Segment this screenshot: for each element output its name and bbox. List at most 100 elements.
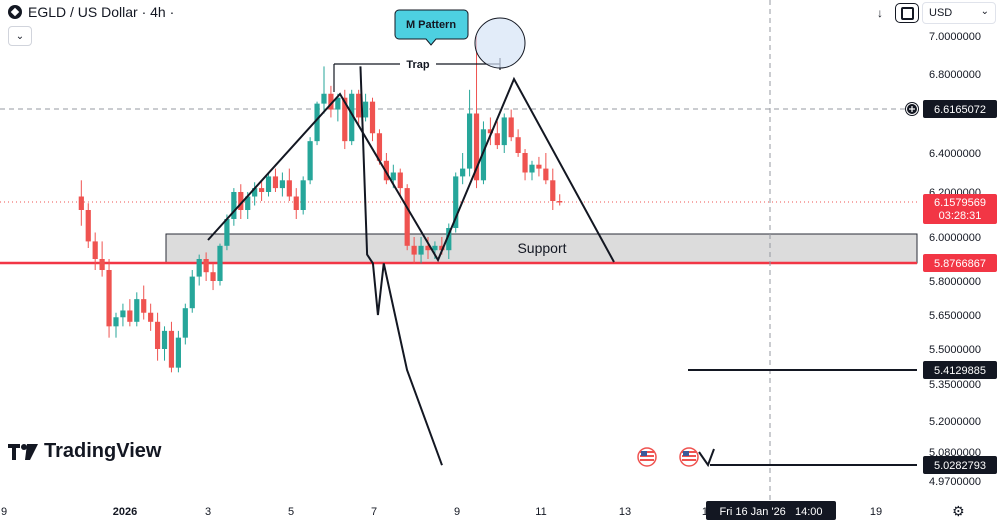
projection-arrowhead: [698, 448, 715, 468]
m-pattern-line: [207, 76, 615, 263]
time-tick-label: 9: [1, 506, 7, 518]
price-tick-label: 5.2000000: [929, 416, 981, 428]
candle-body: [224, 219, 230, 246]
candle-body: [557, 201, 563, 203]
us-flag-icon[interactable]: [637, 447, 657, 467]
candle-body: [342, 97, 348, 142]
time-tick-label: 19: [870, 506, 882, 518]
candle-body: [203, 259, 209, 273]
candle-body: [473, 113, 480, 181]
candle-body: [92, 241, 98, 259]
candle-body: [196, 259, 202, 277]
candle-body: [154, 321, 161, 349]
fullscreen-icon: [900, 6, 914, 20]
price-tick-label: 6.0000000: [929, 232, 981, 244]
target-price-badge-1: [923, 361, 997, 379]
candle-body: [446, 228, 452, 251]
candle-body: [349, 93, 355, 142]
tradingview-logo-icon: [8, 443, 38, 460]
price-tick-label: 4.9700000: [929, 476, 981, 488]
crosshair-time-badge: [706, 501, 836, 520]
price-tick-label: 5.6500000: [929, 310, 981, 322]
target-price-text-2: 5.0282793: [934, 460, 986, 472]
candle-body: [494, 133, 500, 146]
candle-body: [390, 172, 396, 181]
price-tick-label: 7.0000000: [929, 31, 981, 43]
candle-body: [175, 337, 181, 368]
us-flag-icon[interactable]: [679, 447, 699, 467]
candle-body: [536, 164, 542, 169]
target-price-badge-2: [923, 456, 997, 474]
current-price-badge: [923, 194, 997, 224]
tradingview-logo[interactable]: TradingView: [8, 440, 161, 463]
countdown-text: 03:28:31: [939, 210, 982, 222]
crosshair-price-text: 6.6165072: [934, 104, 986, 116]
candle-body: [231, 192, 237, 219]
candle-body: [439, 245, 445, 251]
candle-body: [238, 192, 244, 210]
support-label: Support: [517, 240, 566, 256]
candle-body: [272, 176, 279, 189]
support-price-badge: [923, 254, 997, 272]
candle-body: [487, 129, 493, 134]
candle-body: [425, 245, 431, 251]
candle-body: [522, 153, 528, 173]
symbol-title[interactable]: EGLD / US Dollar · 4h ·: [28, 4, 175, 20]
candle-body: [460, 168, 466, 177]
price-tick-label: 5.3500000: [929, 379, 981, 391]
candle-body: [265, 176, 272, 192]
time-tick-label: 2026: [113, 506, 137, 518]
candle-body: [168, 330, 175, 368]
price-tick-label: 5.8000000: [929, 276, 981, 288]
candle-body: [182, 308, 188, 338]
chart-header: EGLD / US Dollar · 4h ·: [8, 4, 174, 20]
candle-body: [314, 103, 320, 142]
candle-body: [141, 299, 147, 313]
candle-body: [134, 299, 140, 322]
chevron-down-icon: ⌄: [980, 6, 989, 17]
candle-body: [148, 312, 154, 322]
chevron-down-icon: ⌄: [15, 30, 25, 42]
price-tick-label: 5.5000000: [929, 344, 981, 356]
time-tick-label: 13: [619, 506, 631, 518]
candle-body: [286, 180, 292, 197]
candle-body: [466, 113, 473, 169]
candle-body: [321, 93, 327, 104]
wick-highlight-circle: [474, 17, 526, 69]
currency-label: USD: [929, 7, 953, 19]
candle-body: [356, 93, 362, 118]
candle-body: [543, 168, 549, 181]
currency-select[interactable]: USD ⌄: [922, 2, 996, 24]
trap-label: Trap: [406, 59, 430, 71]
candle-body: [300, 180, 306, 210]
crosshair-time-text: Fri 16 Jan '26 14:00: [720, 506, 823, 518]
candle-body: [369, 101, 376, 134]
crosshair-plus-icon[interactable]: [905, 102, 919, 116]
candle-body: [252, 188, 258, 197]
candle-body: [279, 180, 285, 189]
candle-body: [418, 245, 424, 255]
price-tick-label: 6.4000000: [929, 148, 981, 160]
candle-body: [127, 310, 133, 322]
candle-body: [529, 164, 535, 173]
time-tick-label: 9: [454, 506, 460, 518]
candle-body: [258, 188, 265, 192]
support-zone: [165, 233, 918, 264]
candle-body: [120, 310, 126, 318]
candle-body: [328, 93, 334, 110]
time-tick-label: 11: [535, 506, 546, 518]
time-axis[interactable]: 92026357911131519: [1, 506, 882, 518]
candles: [78, 36, 563, 373]
settings-gear-icon[interactable]: ⚙: [952, 503, 965, 519]
scroll-down-button[interactable]: ↓: [870, 2, 890, 24]
candle-body: [293, 196, 299, 210]
crosshair-price-badge: [923, 100, 997, 118]
fullscreen-button[interactable]: [895, 3, 919, 23]
candle-body: [210, 272, 216, 281]
collapse-legend-button[interactable]: ⌄: [8, 26, 32, 46]
candle-body: [99, 259, 105, 270]
candle-body: [515, 137, 521, 153]
candle-body: [383, 160, 389, 181]
current-price-text: 6.1579569: [934, 197, 986, 209]
